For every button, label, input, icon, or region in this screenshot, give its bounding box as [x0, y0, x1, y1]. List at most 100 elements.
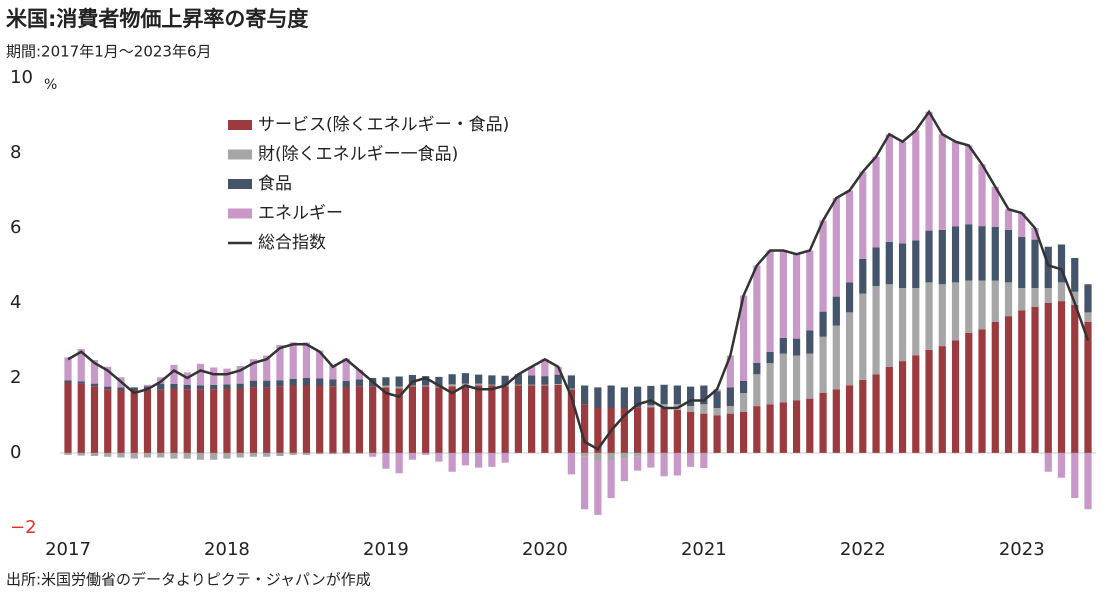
bar-segment: [713, 415, 721, 453]
bar-segment: [541, 385, 549, 453]
bar-segment: [541, 384, 549, 386]
x-tick-label: 2018: [204, 539, 250, 560]
bar-segment: [859, 258, 867, 294]
bar-segment: [1018, 310, 1026, 453]
bar-segment: [660, 408, 668, 453]
bar-segment: [263, 387, 271, 453]
bar-segment: [77, 383, 85, 453]
bar-segment: [978, 280, 986, 330]
bar-segment: [779, 337, 787, 354]
bar-segment: [183, 389, 191, 453]
bar-segment: [249, 387, 258, 453]
bar-segment: [859, 293, 867, 380]
bar-segment: [726, 413, 734, 453]
bar-segment: [925, 111, 933, 231]
bar-segment: [819, 220, 827, 312]
bar-segment: [686, 453, 695, 467]
x-tick-label: 2022: [840, 539, 886, 560]
x-tick-label: 2019: [363, 539, 409, 560]
bar-segment: [991, 186, 999, 227]
bar-segment: [1044, 246, 1052, 288]
bar-segment: [1018, 213, 1026, 237]
bar-segment: [567, 389, 575, 453]
bar-segment: [700, 453, 708, 468]
bar-segment: [130, 387, 138, 390]
bar-segment: [395, 376, 403, 387]
bar-segment: [739, 381, 748, 393]
bar-segment: [528, 385, 536, 453]
bar-segment: [700, 404, 708, 414]
bar-segment: [554, 384, 562, 453]
legend-label: 総合指数: [258, 233, 326, 253]
y-tick-label: 10: [10, 67, 33, 88]
bar-segment: [276, 453, 284, 456]
bar-segment: [581, 385, 589, 405]
bar-segment: [329, 453, 337, 455]
bar-segment: [130, 453, 138, 458]
bar-segment: [806, 250, 814, 331]
bar-segment: [951, 226, 960, 283]
bar-segment: [1057, 244, 1066, 283]
bar-segment: [329, 379, 337, 387]
bar-segment: [528, 384, 536, 386]
bar-segment: [395, 388, 403, 453]
bar-segment: [726, 406, 734, 414]
bar-segment: [501, 453, 509, 463]
bar-segment: [289, 453, 297, 455]
bar-segment: [488, 453, 496, 467]
bar-segment: [488, 375, 496, 385]
bar-segment: [925, 349, 933, 453]
bar-segment: [753, 265, 761, 363]
bar-segment: [448, 384, 456, 387]
bar-segment: [792, 254, 801, 339]
bar-segment: [501, 375, 509, 386]
bar-segment: [196, 389, 205, 453]
bar-segment: [183, 453, 191, 459]
bar-segment: [792, 338, 801, 356]
bar-segment: [316, 385, 324, 453]
bar-segment: [183, 384, 191, 390]
bar-segment: [647, 385, 655, 406]
bar-segment: [77, 453, 85, 456]
source-note: 出所:米国労働省のデータよりピクテ・ジャパンが作成: [6, 571, 371, 589]
bar-segment: [223, 384, 231, 389]
bar-segment: [779, 250, 787, 338]
bar-segment: [541, 359, 549, 377]
bar-segment: [1004, 229, 1013, 283]
bar-segment: [528, 366, 536, 376]
legend-label: サービス(除くエネルギー・食品): [258, 115, 509, 135]
bar-segment: [660, 453, 668, 477]
bar-segment: [753, 406, 761, 453]
bar-segment: [77, 381, 85, 384]
bar-segment: [514, 384, 522, 386]
bar-segment: [594, 408, 602, 453]
bar-segment: [965, 333, 973, 453]
bar-segment: [475, 383, 483, 386]
bar-segment: [236, 366, 244, 384]
bar-segment: [1084, 321, 1092, 453]
bar-segment: [713, 408, 721, 416]
bar-segment: [170, 453, 178, 459]
chart-title: 米国:消費者物価上昇率の寄与度: [6, 7, 308, 31]
bar-segment: [263, 453, 271, 457]
bar-segment: [607, 453, 615, 461]
bar-segment: [567, 375, 575, 389]
bar-segment: [832, 389, 840, 453]
bar-segment: [753, 374, 761, 407]
bar-segment: [620, 458, 628, 482]
legend-label: エネルギー: [258, 204, 343, 224]
bar-segment: [316, 378, 324, 386]
bar-segment: [276, 345, 284, 381]
bar-segment: [554, 366, 562, 375]
bar-segment: [90, 386, 99, 453]
bar-segment: [872, 247, 880, 287]
bar-segment: [792, 400, 801, 453]
bar-segment: [157, 453, 165, 458]
bar-segment: [673, 453, 681, 476]
bar-segment: [196, 385, 205, 390]
bar-segment: [104, 389, 112, 453]
bar-segment: [938, 346, 946, 453]
bar-segment: [104, 386, 112, 390]
bar-segment: [938, 229, 946, 285]
